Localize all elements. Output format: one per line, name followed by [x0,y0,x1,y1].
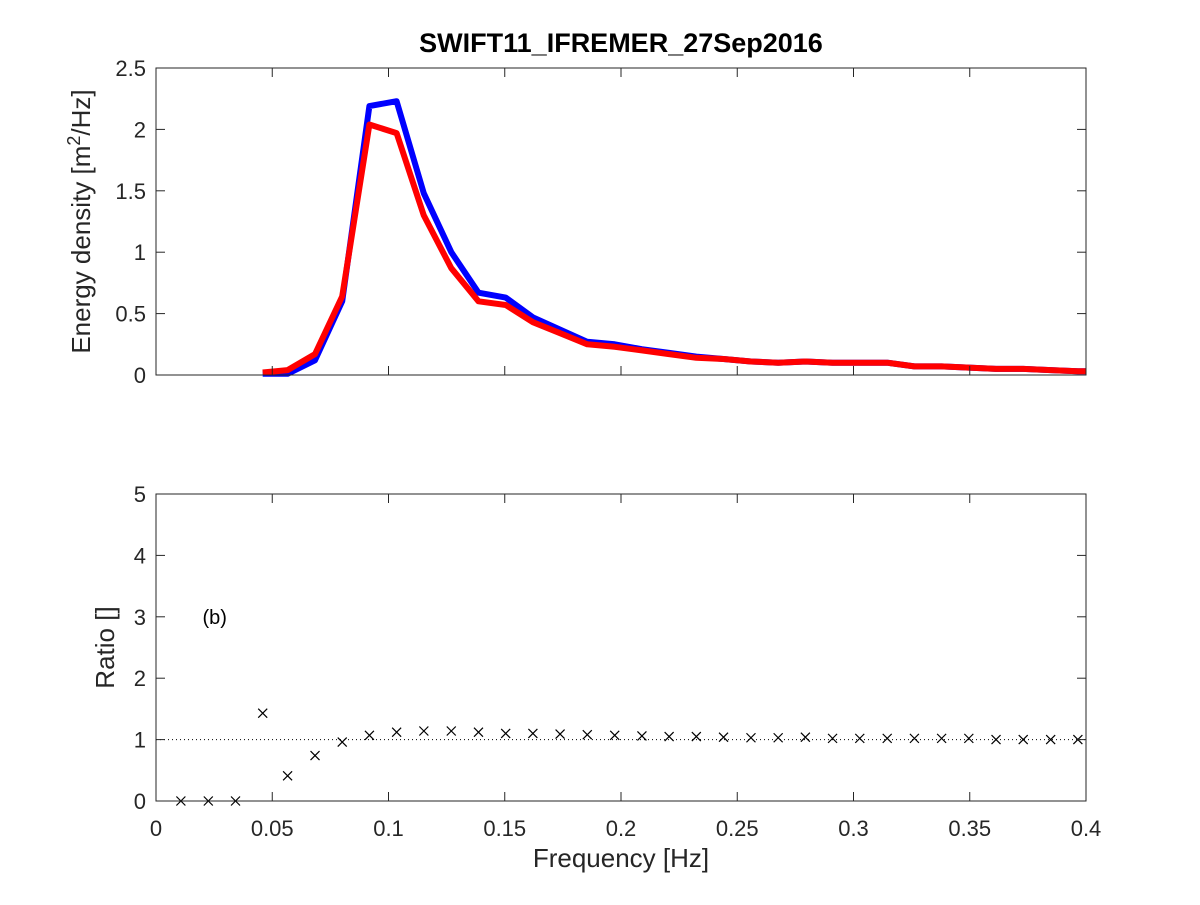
ratio-point [909,733,920,744]
ratio-point [1045,734,1056,745]
ratio-point [882,733,893,744]
ratio-point [257,708,268,719]
ratio-point [1018,734,1029,745]
ratio-point [473,727,484,738]
bottom-x-tick-label: 0.25 [716,816,759,841]
ratio-point [827,733,838,744]
ratio-point [991,734,1001,745]
ratio-point [337,737,348,747]
x-axis-label: Frequency [Hz] [533,843,709,873]
bottom-y-axis-label: Ratio [] [90,606,120,688]
bottom-y-tick-label: 0 [134,789,146,814]
top-panel: 0 0.5 1 1.5 2 2.5 SWIFT11_IFREMER_27Sep2016 E… [64,28,1087,388]
bottom-x-tick-label: 0 [150,816,162,841]
top-y-tick-label: 2.5 [115,56,146,81]
top-y-tick-label: 1.5 [115,179,146,204]
ratio-point [418,726,429,736]
ratio-point [582,729,593,740]
ratio-point [527,728,538,739]
ratio-point [500,728,511,739]
bottom-y-tick-label: 5 [134,482,146,507]
ratio-point [609,730,620,741]
top-y-axis-label-tail: /Hz] [66,89,96,135]
top-y-axis-label: Energy density [m2/Hz] [64,89,96,353]
top-y-axis-label-main: Energy density [m [66,146,96,354]
bottom-y-tick-label: 2 [134,666,146,691]
chart-title: SWIFT11_IFREMER_27Sep2016 [419,28,823,58]
ratio-point [282,770,293,781]
top-y-tick-label: 0.5 [115,302,146,327]
bottom-x-tick-label: 0.35 [948,816,991,841]
ratio-point [637,730,647,741]
top-series-group [262,98,1086,377]
ratio-point [364,730,375,741]
bottom-x-tick-label: 0.3 [838,816,869,841]
bottom-plot-area [156,494,1086,801]
ratio-point [664,731,675,742]
bottom-x-tick-label: 0.1 [373,816,404,841]
ratio-point [963,733,974,744]
bottom-y-tick-label: 3 [134,605,146,630]
bottom-y-tick-label: 1 [134,728,146,753]
ratio-point [691,731,702,742]
ratio-point [446,726,457,736]
bottom-y-tick-label: 4 [134,543,146,568]
top-plot-area [156,68,1086,375]
ratio-point [555,729,566,739]
top-y-axis-label-superscript: 2 [64,136,84,146]
ratio-point [391,727,402,738]
top-y-tick-label: 0 [134,363,146,388]
bottom-x-tick-label: 0.2 [606,816,637,841]
ratio-point [746,732,756,743]
bottom-ticks: 0 0.05 0.1 0.15 0.2 0.25 0.3 0.35 0.4 0 1 2 3 4 5 [134,482,1102,841]
top-ticks: 0 0.5 1 1.5 2 2.5 [115,56,1087,388]
ratio-point [718,732,729,743]
bottom-series-group [175,708,1083,806]
ratio-point [773,732,784,743]
panel-annotation: (b) [203,607,227,629]
top-y-tick-label: 1 [134,240,146,265]
bottom-x-tick-label: 0.15 [483,816,526,841]
bottom-x-tick-label: 0.4 [1071,816,1102,841]
ratio-point [936,733,947,744]
bottom-x-tick-label: 0.05 [251,816,294,841]
ratio-point [800,732,811,743]
ratio-point [854,733,865,744]
ratio-point [310,750,320,761]
series-line-red [262,121,1086,376]
top-y-tick-label: 2 [134,117,146,142]
